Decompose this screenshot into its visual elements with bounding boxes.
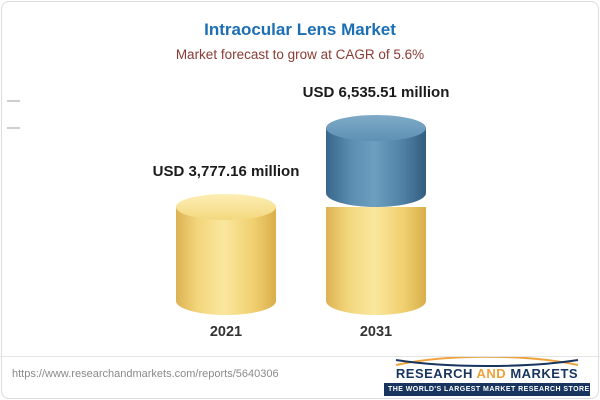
logo-word-research: RESEARCH	[395, 366, 473, 381]
category-label-2021: 2021	[209, 324, 243, 340]
logo-tagline: THE WORLD'S LARGEST MARKET RESEARCH STOR…	[384, 383, 590, 396]
research-and-markets-logo: RESEARCH AND MARKETS THE WORLD'S LARGEST…	[384, 357, 590, 396]
footer-divider	[0, 356, 600, 357]
logo-wordmark: RESEARCH AND MARKETS	[384, 367, 590, 381]
report-url: https://www.researchandmarkets.com/repor…	[12, 368, 279, 380]
bar-2021-cylinder	[176, 207, 276, 315]
value-label-2021: USD 3,777.16 million	[152, 163, 300, 180]
category-label-2031: 2031	[359, 324, 393, 340]
cylinder-top-2021	[176, 194, 276, 220]
cylinder-top-2031	[326, 115, 426, 141]
axis-tick	[7, 100, 20, 102]
chart-title: Intraocular Lens Market	[204, 20, 396, 39]
bar-2031-growth-segment	[326, 128, 426, 207]
chart-subtitle: Market forecast to grow at CAGR of 5.6%	[175, 47, 425, 62]
logo-word-and: AND	[476, 366, 507, 381]
bar-2031-base-segment	[326, 207, 426, 315]
axis-tick	[7, 127, 20, 129]
logo-swoosh-icon	[395, 357, 579, 367]
value-label-2031: USD 6,535.51 million	[302, 84, 450, 101]
logo-word-markets: MARKETS	[510, 366, 579, 381]
